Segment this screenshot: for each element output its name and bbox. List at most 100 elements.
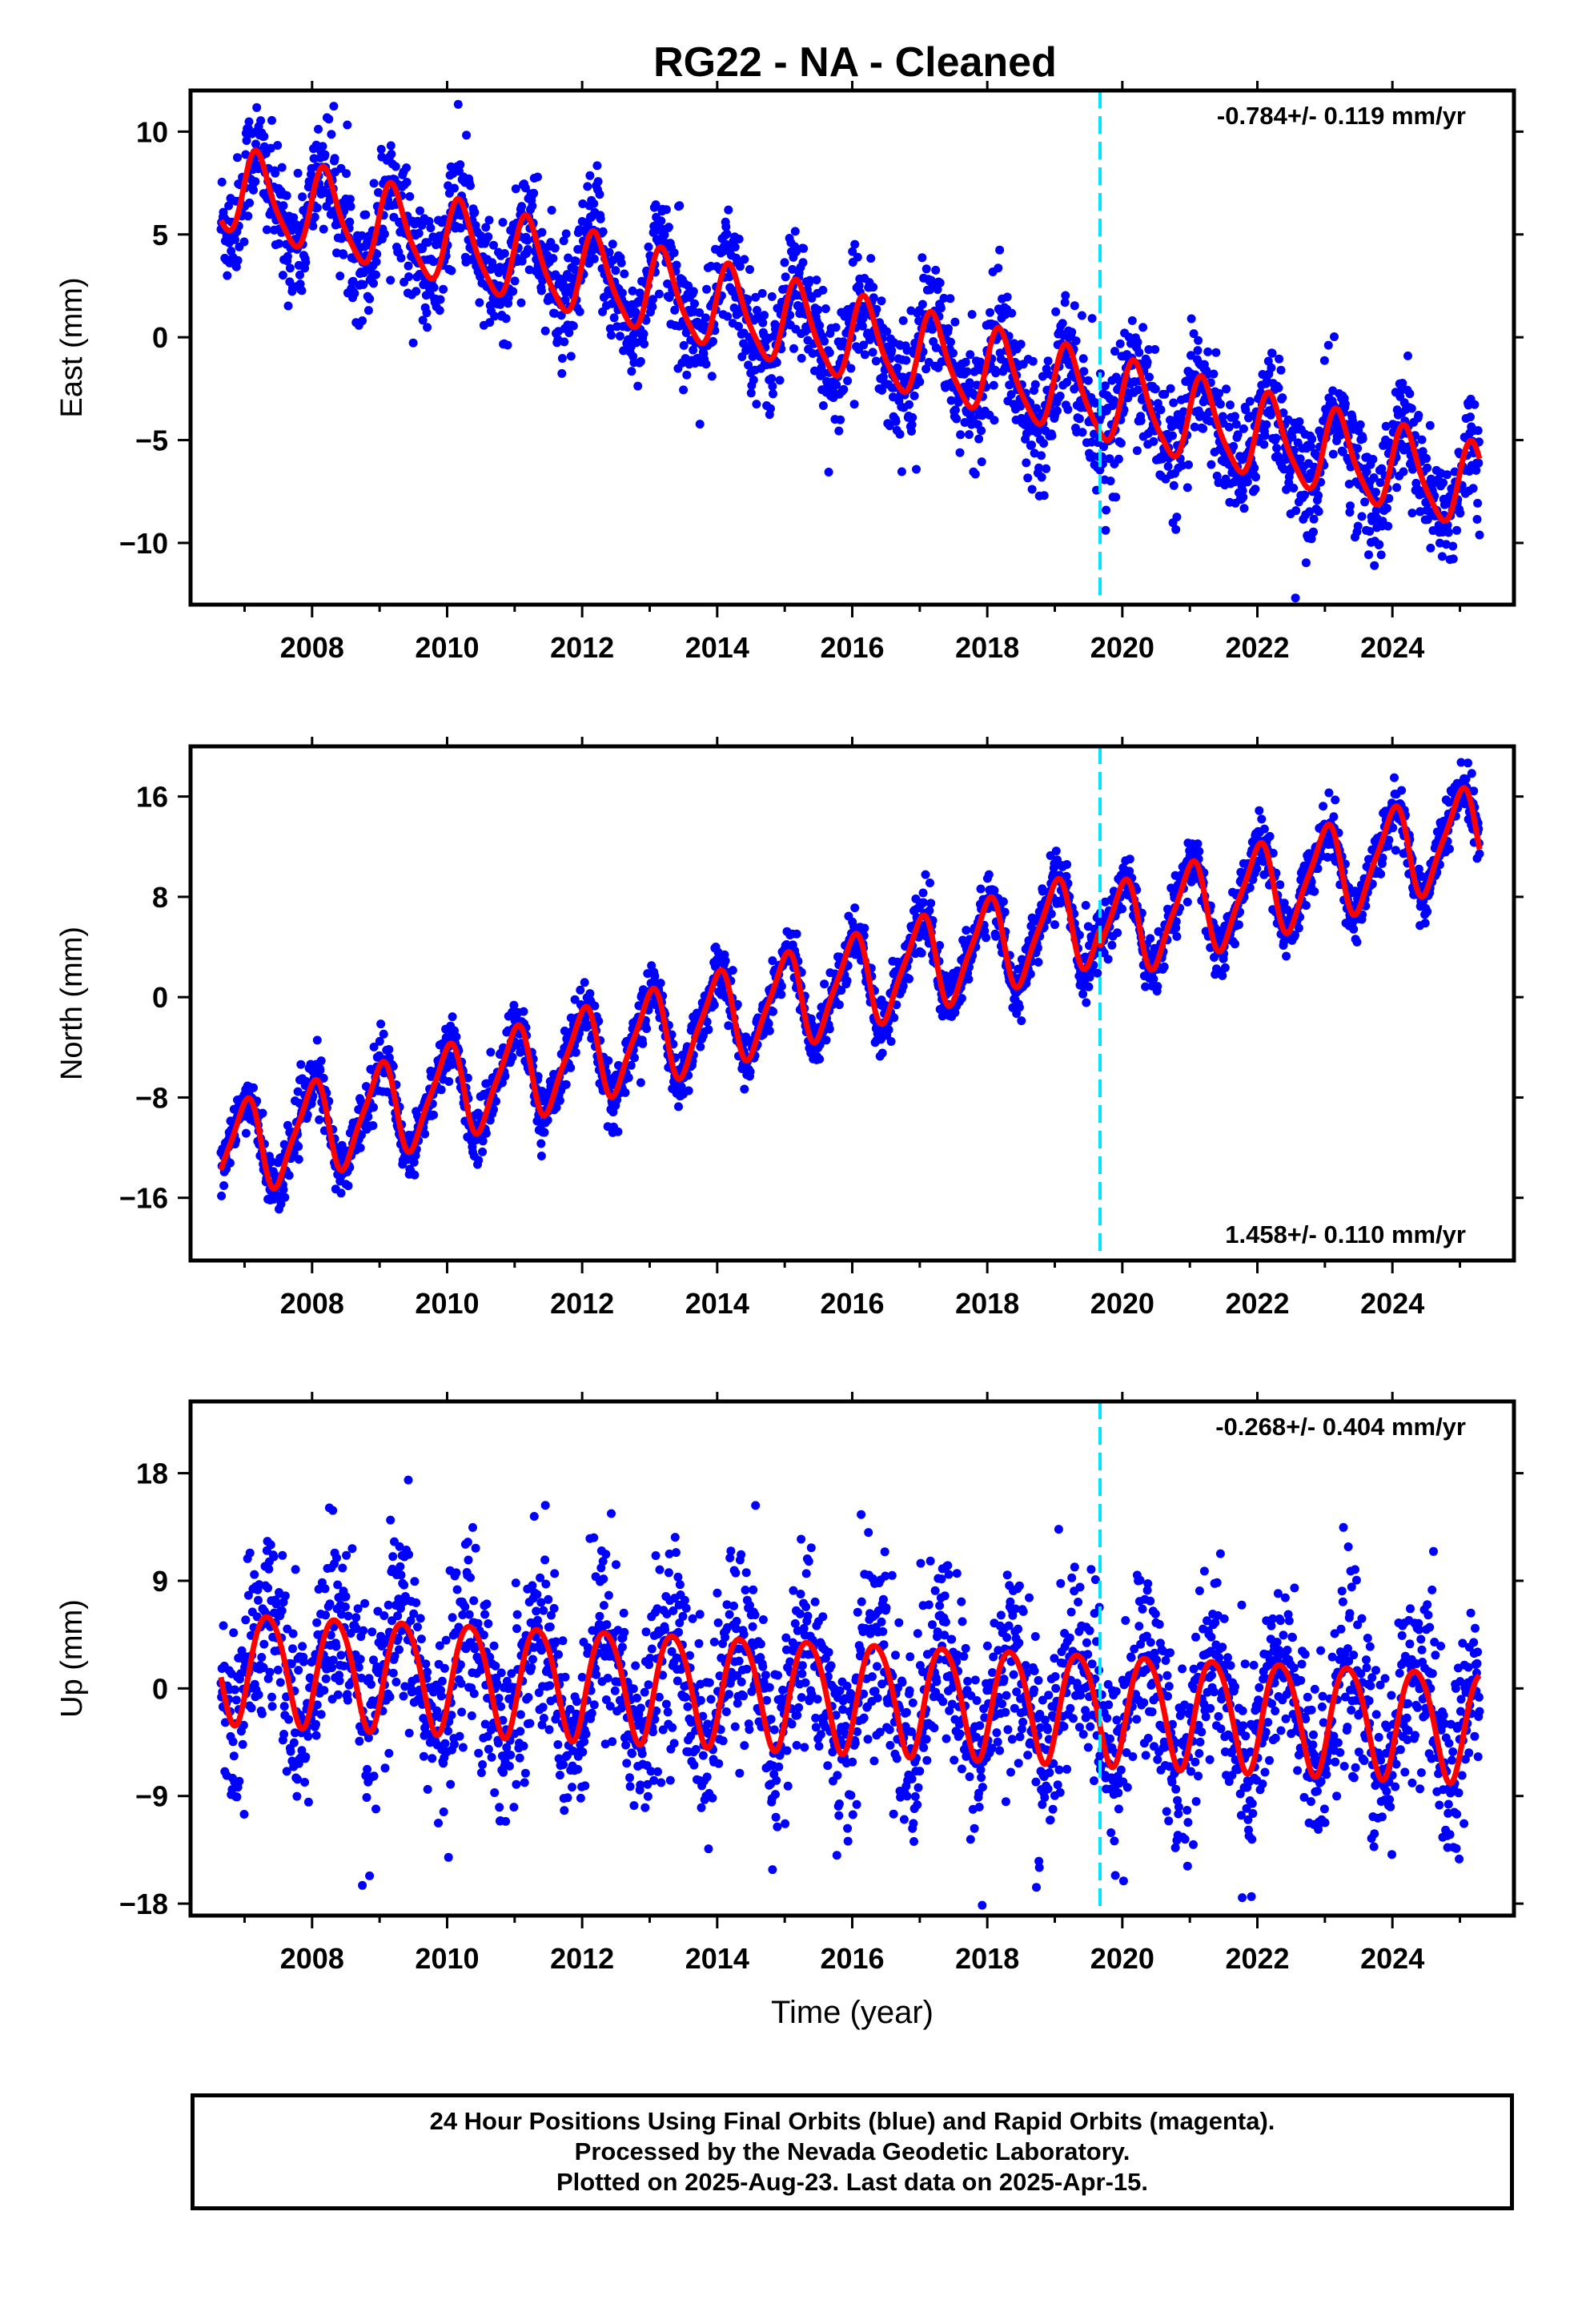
data-point xyxy=(552,1103,561,1112)
data-point xyxy=(423,238,432,247)
data-point xyxy=(785,311,795,320)
data-point xyxy=(882,327,892,336)
data-point xyxy=(474,1156,484,1165)
data-point xyxy=(1071,336,1081,346)
data-point xyxy=(925,906,934,915)
data-point xyxy=(1330,332,1339,341)
data-point xyxy=(834,1000,844,1010)
data-point xyxy=(813,305,823,315)
data-point xyxy=(508,287,518,296)
data-point xyxy=(355,1143,365,1152)
data-point xyxy=(470,207,480,217)
data-point xyxy=(259,131,269,141)
data-point xyxy=(1360,497,1370,507)
data-point xyxy=(1371,488,1380,497)
data-point xyxy=(1028,356,1038,366)
data-point xyxy=(664,223,673,232)
data-point xyxy=(679,340,689,350)
data-point xyxy=(1364,550,1373,560)
data-point xyxy=(536,1139,546,1148)
data-point xyxy=(1314,507,1323,517)
data-point xyxy=(820,979,829,989)
data-point xyxy=(1233,430,1243,440)
data-point xyxy=(453,99,463,109)
data-point xyxy=(775,376,785,385)
data-point xyxy=(917,300,927,309)
data-point xyxy=(684,1086,693,1096)
data-point xyxy=(284,1171,294,1180)
data-point xyxy=(1070,301,1079,311)
data-point xyxy=(301,258,311,267)
data-point xyxy=(921,364,931,374)
data-point xyxy=(767,292,777,301)
data-point xyxy=(1142,357,1152,367)
data-point xyxy=(375,1036,384,1046)
data-point xyxy=(620,1088,630,1097)
data-point xyxy=(1437,552,1447,561)
data-point xyxy=(751,292,761,302)
data-point xyxy=(231,235,239,244)
data-point xyxy=(568,321,578,331)
data-point xyxy=(345,217,355,227)
data-point xyxy=(743,295,753,304)
data-point xyxy=(1215,400,1225,409)
data-point xyxy=(329,102,339,111)
data-point xyxy=(1282,951,1291,961)
data-point xyxy=(1062,377,1072,387)
data-point xyxy=(768,956,777,966)
data-point xyxy=(860,923,869,933)
data-point xyxy=(1006,390,1016,400)
data-point xyxy=(1150,384,1160,394)
data-point xyxy=(1331,795,1340,805)
data-point xyxy=(825,348,834,357)
data-point xyxy=(952,414,962,424)
data-point xyxy=(886,1037,896,1046)
data-point xyxy=(550,308,560,318)
data-point xyxy=(585,989,595,999)
data-point xyxy=(510,276,520,286)
data-point xyxy=(1110,347,1119,356)
data-point xyxy=(650,971,660,981)
data-point xyxy=(1077,311,1086,320)
data-point xyxy=(767,374,777,384)
data-point xyxy=(872,304,881,314)
data-point xyxy=(821,1035,831,1045)
data-point xyxy=(1377,464,1387,473)
y-tick-label: −10 xyxy=(119,527,168,560)
data-point xyxy=(243,211,253,221)
data-point xyxy=(475,298,484,308)
data-point xyxy=(436,295,445,304)
data-point xyxy=(1245,883,1255,892)
data-point xyxy=(598,227,608,236)
data-point xyxy=(339,250,348,259)
data-point xyxy=(991,931,1001,941)
model-fit-line xyxy=(218,147,1483,524)
data-point xyxy=(409,1157,419,1167)
data-point xyxy=(273,141,283,150)
data-point xyxy=(319,1073,328,1083)
data-point xyxy=(283,301,293,311)
data-point xyxy=(739,339,749,348)
data-point xyxy=(350,288,359,298)
data-point xyxy=(233,255,243,265)
data-point xyxy=(256,116,266,126)
data-point xyxy=(1241,405,1251,415)
x-tick-label: 2012 xyxy=(550,631,614,664)
data-point xyxy=(536,286,546,296)
data-point xyxy=(933,285,942,294)
data-point xyxy=(764,1019,773,1028)
data-point xyxy=(280,1192,290,1202)
data-point xyxy=(1118,904,1127,914)
data-point xyxy=(1061,291,1070,300)
data-point xyxy=(444,1077,454,1086)
data-point xyxy=(1295,454,1305,464)
data-point xyxy=(611,266,620,275)
data-point xyxy=(283,251,292,261)
data-point xyxy=(815,320,825,330)
data-point xyxy=(1171,525,1181,534)
data-point xyxy=(961,357,970,367)
data-point xyxy=(277,163,287,172)
data-point xyxy=(758,318,768,328)
data-point xyxy=(661,205,671,215)
